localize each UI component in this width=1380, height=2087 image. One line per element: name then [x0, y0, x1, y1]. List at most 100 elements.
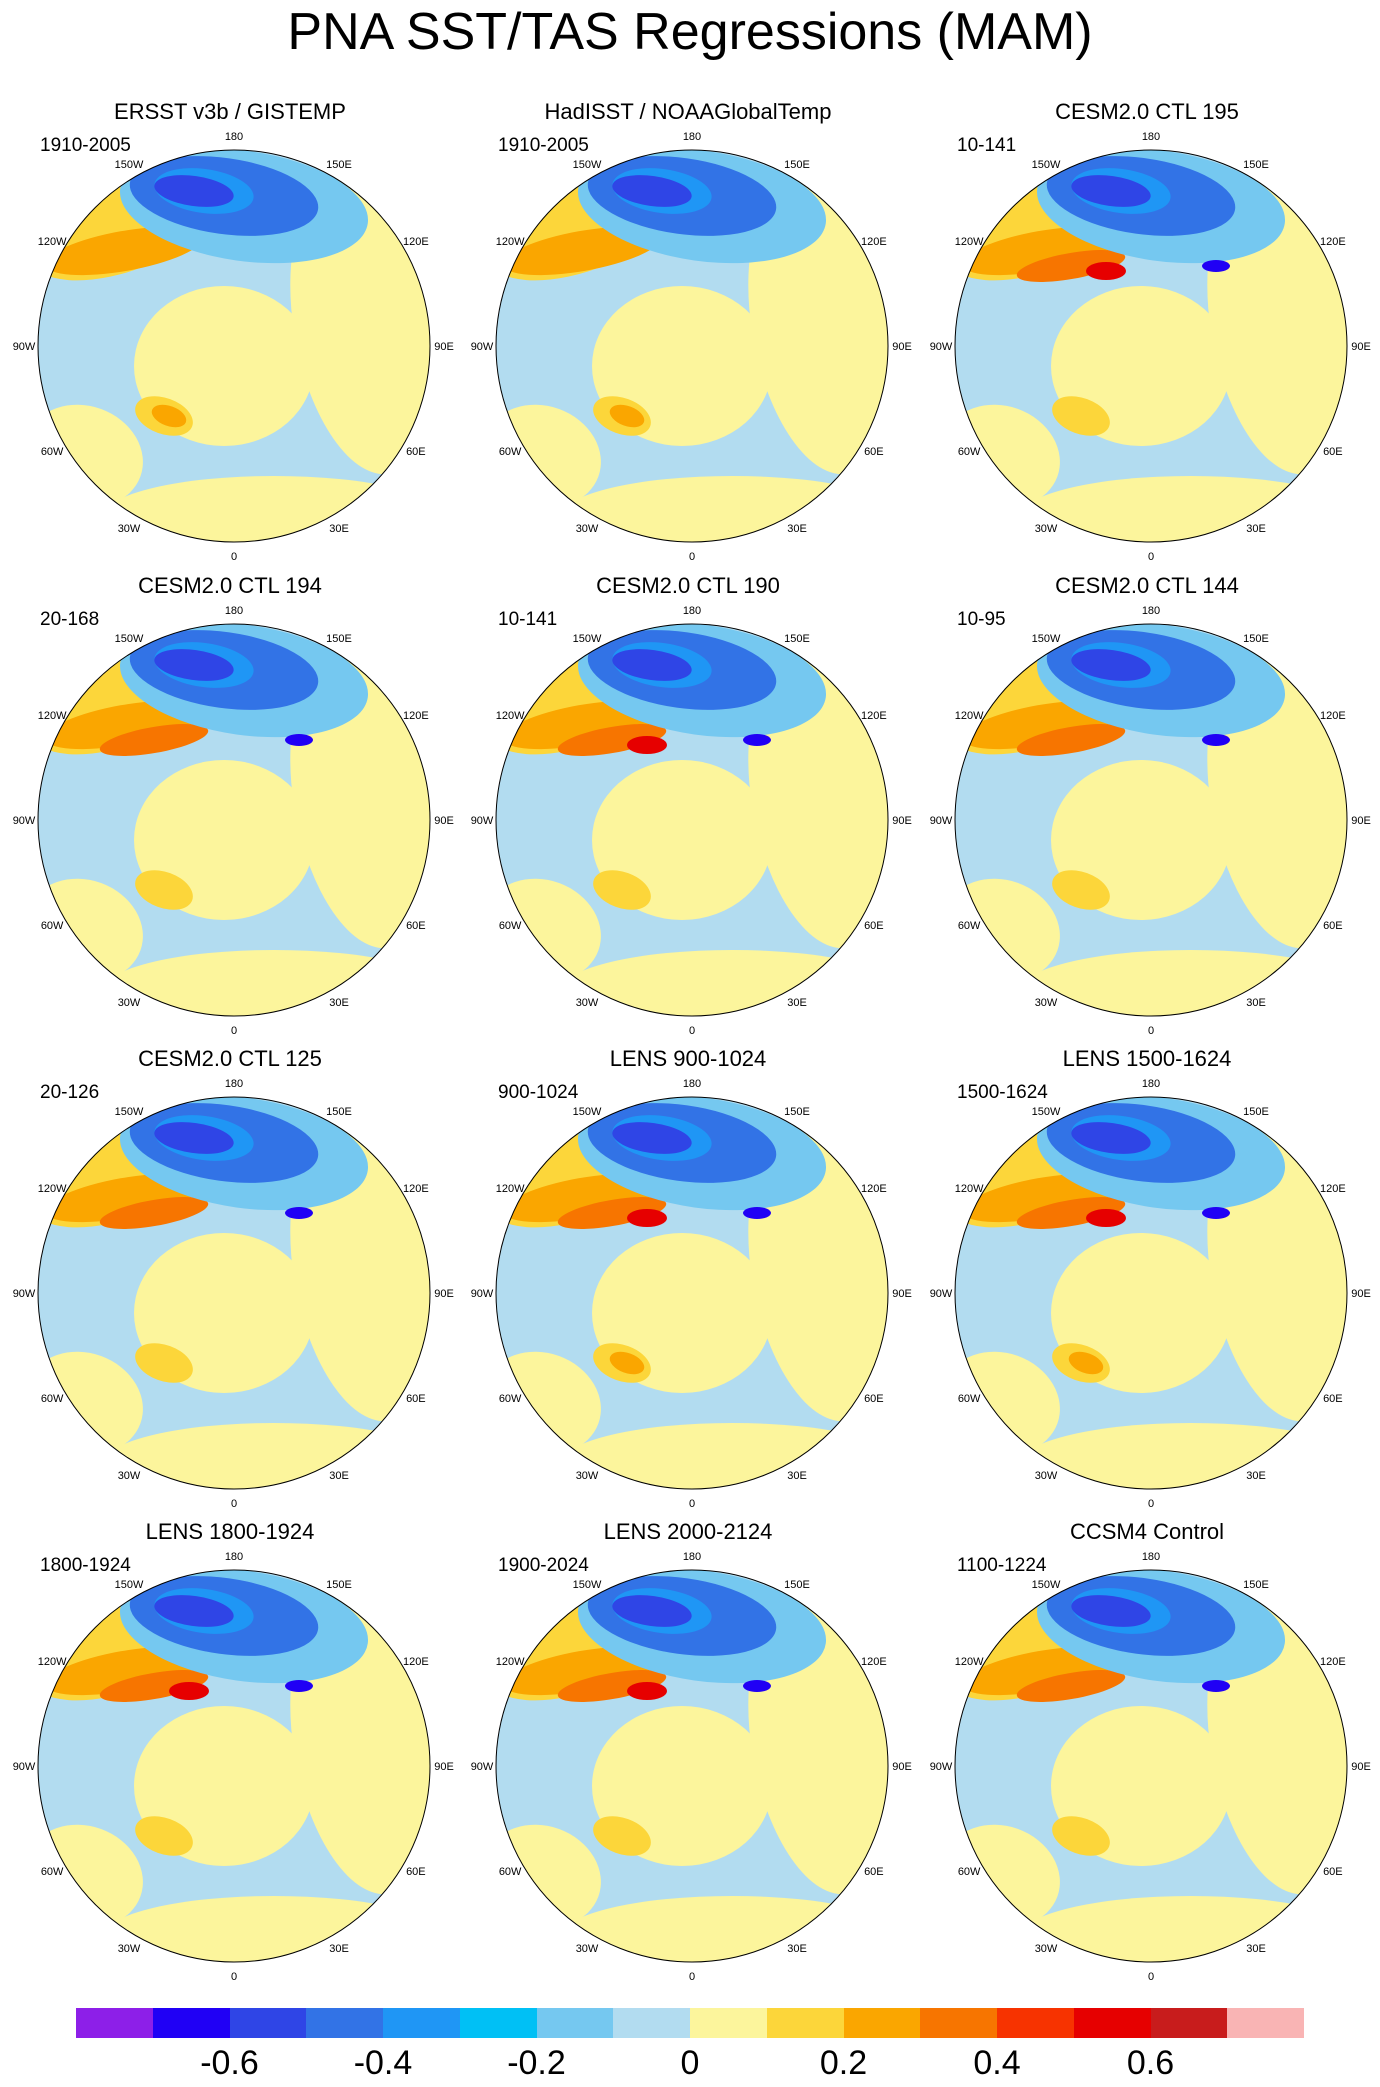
longitude-label: 150W — [573, 1579, 602, 1591]
longitude-label: 30E — [329, 523, 349, 535]
longitude-label: 150E — [326, 633, 352, 645]
colorbar-cell — [152, 2008, 230, 2038]
map-panel: 180 150E 120E 90E 60E 30E 0 30W 60W 90W 120W 150W LE… — [458, 1045, 918, 1518]
longitude-label: 30W — [1035, 1470, 1058, 1482]
panel-period: 20-168 — [40, 609, 100, 630]
longitude-label: 90E — [434, 815, 454, 827]
longitude-label: 60W — [958, 920, 981, 932]
panel-period: 10-141 — [957, 135, 1017, 156]
panel-title: CESM2.0 CTL 144 — [1055, 573, 1239, 598]
longitude-label: 120E — [403, 1656, 429, 1668]
longitude-label: 120W — [38, 1656, 67, 1668]
longitude-label: 150E — [326, 1106, 352, 1118]
longitude-label: 60E — [1323, 1866, 1343, 1878]
longitude-label: 150W — [1032, 1579, 1061, 1591]
longitude-label: 120W — [496, 1656, 525, 1668]
colorbar-cell — [920, 2008, 997, 2038]
longitude-label: 90W — [13, 1288, 36, 1300]
longitude-label: 150E — [1243, 159, 1269, 171]
map-panel: 180 150E 120E 90E 60E 30E 0 30W 60W 90W 120W 150W Ha… — [458, 98, 918, 571]
longitude-label: 30E — [1246, 1943, 1266, 1955]
longitude-label: 180 — [683, 131, 701, 143]
longitude-label: 120W — [955, 1656, 984, 1668]
longitude-label: 90E — [1351, 1761, 1371, 1773]
map-field — [38, 1097, 430, 1489]
longitude-label: 60E — [406, 446, 426, 458]
longitude-label: 150W — [115, 1106, 144, 1118]
colorbar-tick-label: -0.4 — [353, 2044, 413, 2082]
longitude-label: 120E — [1320, 236, 1346, 248]
longitude-label: 150E — [1243, 633, 1269, 645]
longitude-label: 60W — [958, 1393, 981, 1405]
longitude-label: 90E — [892, 1288, 912, 1300]
longitude-label: 60E — [406, 1393, 426, 1405]
map-panel: 180 150E 120E 90E 60E 30E 0 30W 60W 90W 120W 150W LE… — [0, 1518, 460, 1991]
map-field — [496, 150, 888, 542]
polar-map: 180 150E 120E 90E 60E 30E 0 30W 60W 90W 120W 150W — [930, 1551, 1371, 1983]
colorbar-cell — [459, 2008, 537, 2038]
longitude-label: 180 — [225, 1078, 243, 1090]
longitude-label: 90E — [434, 1288, 454, 1300]
map-field — [496, 1570, 888, 1962]
longitude-label: 90W — [13, 341, 36, 353]
polar-map: 180 150E 120E 90E 60E 30E 0 30W 60W 90W 120W 150W — [13, 131, 454, 563]
longitude-label: 150E — [784, 633, 810, 645]
panel-title: CESM2.0 CTL 190 — [596, 573, 780, 598]
colorbar-cell — [229, 2008, 307, 2038]
map-field — [496, 624, 888, 1016]
longitude-label: 60W — [41, 446, 64, 458]
longitude-label: 30W — [118, 1943, 141, 1955]
panel-title: HadISST / NOAAGlobalTemp — [544, 99, 832, 124]
panel-title: ERSST v3b / GISTEMP — [114, 99, 346, 124]
colorbar-cell — [1150, 2008, 1228, 2038]
longitude-label: 60E — [864, 446, 884, 458]
longitude-label: 30W — [576, 1943, 599, 1955]
longitude-label: 90E — [892, 341, 912, 353]
longitude-label: 30E — [787, 1943, 807, 1955]
colorbar-tick-label: -0.2 — [507, 2044, 566, 2082]
longitude-label: 30W — [1035, 997, 1058, 1009]
longitude-label: 30W — [1035, 523, 1058, 535]
longitude-label: 150W — [1032, 633, 1061, 645]
polar-map: 180 150E 120E 90E 60E 30E 0 30W 60W 90W 120W 150W — [471, 1551, 912, 1983]
longitude-label: 150E — [326, 1579, 352, 1591]
longitude-label: 150W — [1032, 1106, 1061, 1118]
map-panel: 180 150E 120E 90E 60E 30E 0 30W 60W 90W 120W 150W CE… — [458, 572, 918, 1045]
longitude-label: 90E — [892, 1761, 912, 1773]
colorbar-cell — [766, 2008, 844, 2038]
polar-map: 180 150E 120E 90E 60E 30E 0 30W 60W 90W 120W 150W — [930, 605, 1371, 1037]
longitude-label: 0 — [689, 1498, 695, 1510]
longitude-label: 0 — [231, 1971, 237, 1983]
longitude-label: 30W — [1035, 1943, 1058, 1955]
colorbar-cell — [76, 2008, 153, 2038]
longitude-label: 60W — [958, 446, 981, 458]
panel-title: CESM2.0 CTL 195 — [1055, 99, 1239, 124]
longitude-label: 60W — [499, 920, 522, 932]
longitude-label: 180 — [683, 1078, 701, 1090]
longitude-label: 30E — [1246, 997, 1266, 1009]
longitude-label: 0 — [1148, 1025, 1154, 1037]
longitude-label: 60E — [864, 1393, 884, 1405]
panel-title: CCSM4 Control — [1069, 1519, 1225, 1544]
panel-title: LENS 2000-2124 — [603, 1519, 773, 1544]
colorbar-tick-label: 0.6 — [1126, 2044, 1175, 2082]
panel-period: 1910-2005 — [40, 135, 131, 156]
colorbar-cell — [383, 2008, 460, 2038]
colorbar-tick-label: 0 — [680, 2044, 700, 2082]
longitude-label: 90W — [930, 1288, 953, 1300]
longitude-label: 90W — [471, 815, 494, 827]
longitude-label: 180 — [1142, 131, 1160, 143]
longitude-label: 30E — [1246, 1470, 1266, 1482]
map-panel: 180 150E 120E 90E 60E 30E 0 30W 60W 90W 120W 150W CE… — [0, 1045, 460, 1518]
colorbar-tick-label: 0.4 — [973, 2044, 1021, 2082]
longitude-label: 90W — [930, 815, 953, 827]
longitude-label: 180 — [1142, 1551, 1160, 1563]
longitude-label: 120E — [1320, 710, 1346, 722]
colorbar-cell — [1227, 2008, 1304, 2038]
longitude-label: 30E — [329, 997, 349, 1009]
longitude-label: 30E — [787, 997, 807, 1009]
longitude-label: 120W — [955, 1183, 984, 1195]
longitude-label: 180 — [225, 1551, 243, 1563]
longitude-label: 60E — [1323, 446, 1343, 458]
longitude-label: 60W — [41, 920, 64, 932]
